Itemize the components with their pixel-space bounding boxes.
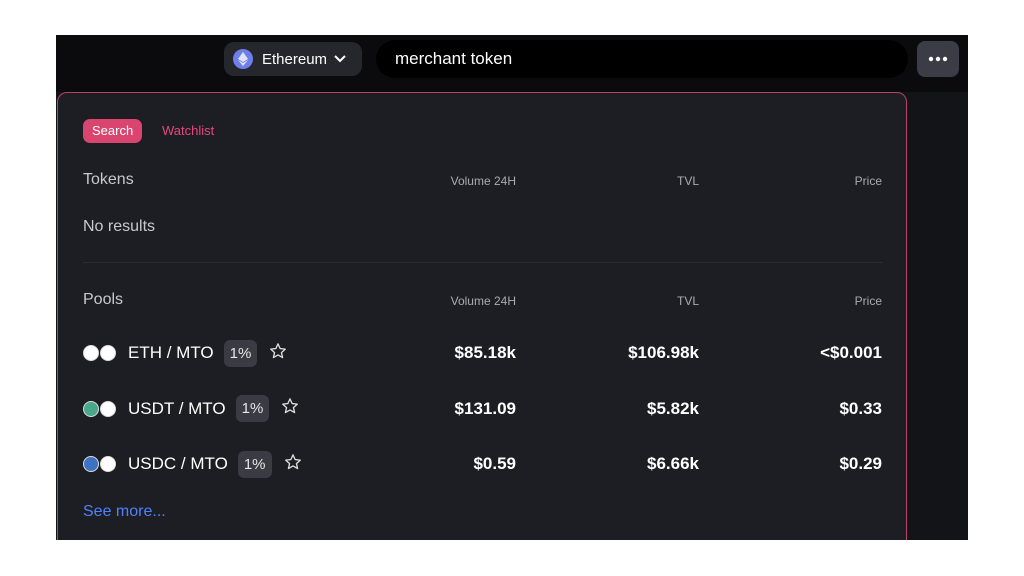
tvl: $6.66k — [647, 454, 699, 473]
watch-star[interactable] — [284, 453, 302, 476]
search-input[interactable]: merchant token — [376, 40, 908, 78]
token-icon — [83, 400, 99, 417]
pool-row[interactable]: USDT / MTO 1% $131.09 $5.82k $0.33 — [83, 394, 883, 424]
token-icon — [100, 345, 116, 361]
token-icon — [100, 456, 116, 472]
fee-badge: 1% — [235, 395, 270, 422]
pair-name: USDT / MTO — [128, 398, 226, 418]
tvl: $106.98k — [628, 343, 699, 362]
price: <$0.001 — [820, 343, 882, 362]
watch-star[interactable] — [281, 397, 299, 420]
pool-row[interactable]: USDC / MTO 1% $0.59 $6.66k $0.29 — [83, 449, 883, 479]
empty-message: No results — [83, 218, 156, 235]
more-button[interactable] — [917, 41, 959, 77]
fee-badge: 1% — [237, 450, 272, 478]
network-icon — [233, 49, 253, 69]
volume: $0.59 — [473, 454, 516, 473]
section-title: Pools — [83, 291, 124, 308]
fee-badge: 1% — [223, 339, 258, 367]
token-icons — [83, 345, 119, 361]
column-header: TVL — [676, 174, 699, 188]
search-panel: Search Watchlist Tokens Volume 24H TVL P… — [57, 92, 907, 540]
top-bar: Ethereum merchant token — [56, 35, 968, 92]
column-header: Volume 24H — [450, 294, 516, 308]
token-icons — [83, 400, 119, 417]
pool-row[interactable]: ETH / MTO 1% $85.18k $106.98k <$0.001 — [83, 338, 883, 368]
network-name: Ethereum — [262, 50, 328, 68]
divider — [83, 262, 883, 263]
pair-cell: ETH / MTO 1% — [83, 338, 883, 368]
see-more-link[interactable]: See more... — [83, 503, 166, 520]
token-icon — [100, 400, 116, 417]
volume: $85.18k — [454, 343, 516, 362]
app: Ethereum merchant token Search Watchlist… — [56, 35, 968, 540]
watch-star[interactable] — [269, 342, 287, 365]
price: $0.29 — [839, 454, 882, 473]
column-header: Price — [854, 174, 882, 188]
tab[interactable]: Search — [83, 119, 143, 143]
volume: $131.09 — [454, 398, 516, 418]
tvl: $5.82k — [647, 398, 699, 418]
pair-name: USDC / MTO — [128, 454, 228, 473]
token-icon — [83, 345, 99, 361]
token-icon — [83, 456, 99, 472]
network-selector[interactable]: Ethereum — [224, 42, 362, 76]
tab[interactable]: Watchlist — [162, 123, 215, 138]
pair-name: ETH / MTO — [128, 343, 214, 362]
pair-cell: USDC / MTO 1% — [83, 449, 883, 479]
search-text: merchant token — [395, 49, 513, 68]
chevron — [334, 55, 346, 63]
column-header: Volume 24H — [450, 174, 516, 188]
column-header: TVL — [676, 294, 699, 308]
price: $0.33 — [839, 398, 882, 418]
column-header: Price — [854, 294, 882, 308]
pair-cell: USDT / MTO 1% — [83, 394, 883, 424]
token-icons — [83, 456, 119, 472]
section-title: Tokens — [83, 171, 134, 188]
